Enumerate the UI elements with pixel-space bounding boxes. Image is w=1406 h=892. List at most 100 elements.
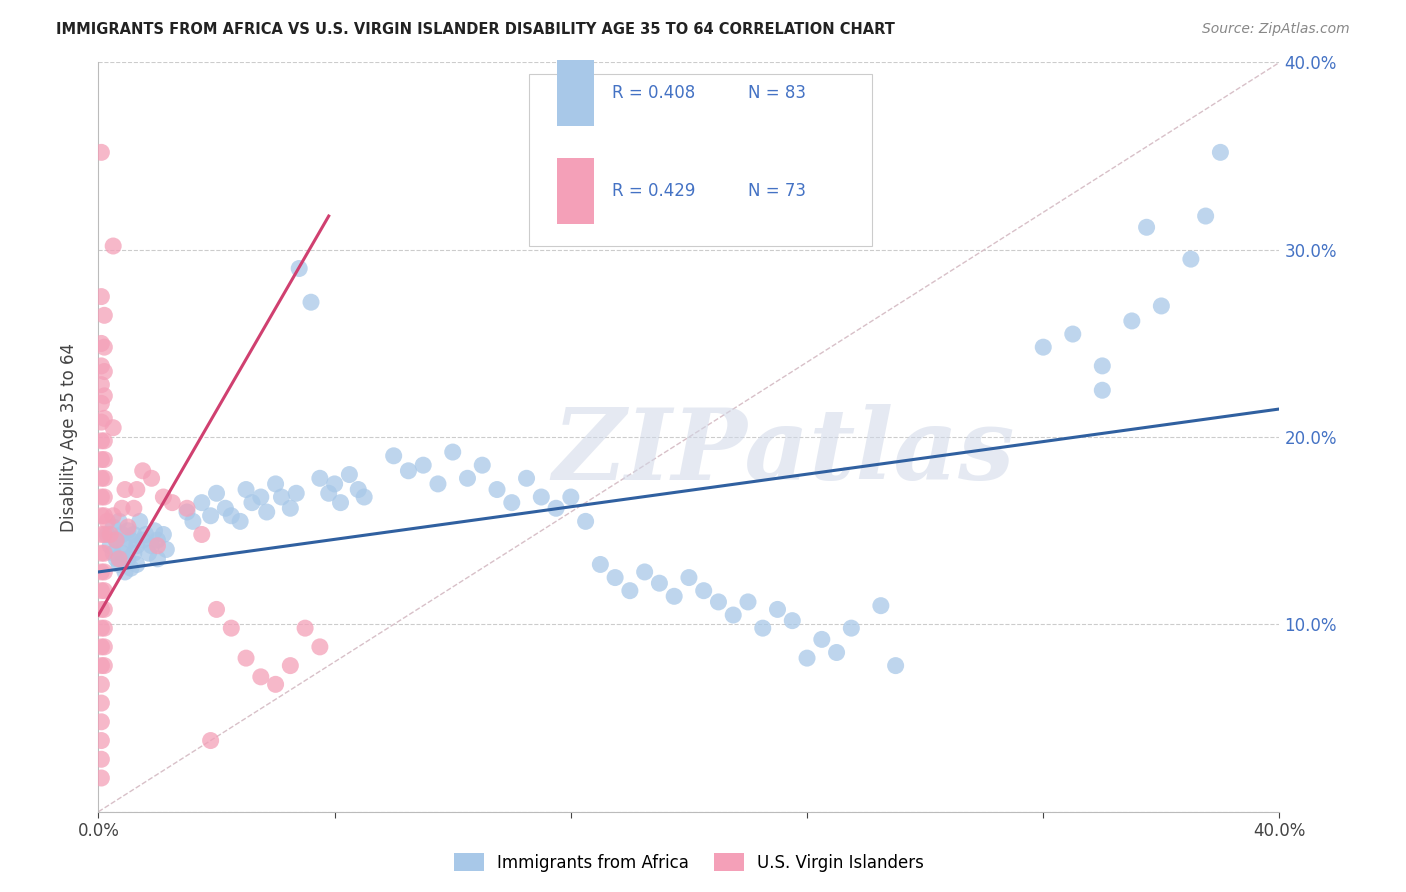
Point (870, 599, 893, 613)
Point (117, 524, 139, 538)
Point (141, 539, 163, 553)
Point (93, 389, 115, 403)
Point (93, 583, 115, 598)
Point (299, 295, 322, 310)
Point (441, 445, 464, 459)
Point (93, 490, 115, 504)
Point (634, 565, 657, 579)
Point (103, 421, 125, 435)
Point (221, 621, 243, 635)
Point (329, 496, 352, 510)
Point (90, 696, 112, 710)
Point (516, 471, 538, 485)
Point (122, 501, 145, 516)
Point (353, 490, 375, 504)
Point (707, 595, 730, 609)
Point (93, 527, 115, 541)
Point (125, 483, 148, 497)
Point (111, 546, 134, 560)
Point (90, 145, 112, 160)
Point (93, 658, 115, 673)
Point (181, 514, 204, 528)
Point (309, 471, 332, 485)
Point (737, 595, 759, 609)
Point (664, 590, 686, 604)
Point (114, 565, 136, 579)
Point (200, 733, 222, 747)
Point (1195, 209, 1218, 223)
Point (132, 533, 155, 547)
Point (117, 551, 139, 566)
Point (105, 533, 128, 547)
Point (382, 449, 405, 463)
Point (200, 508, 222, 523)
Point (96, 527, 118, 541)
Point (90, 434, 112, 448)
Point (339, 467, 361, 482)
Point (90, 508, 112, 523)
Point (1091, 359, 1114, 373)
Point (1121, 314, 1143, 328)
Point (90, 527, 112, 541)
Point (93, 565, 115, 579)
Point (93, 640, 115, 654)
Point (176, 501, 198, 516)
Point (93, 621, 115, 635)
Point (96, 514, 118, 528)
Point (530, 490, 553, 504)
Point (796, 651, 818, 665)
Point (841, 621, 863, 635)
Point (288, 261, 311, 276)
Point (105, 551, 128, 566)
Point (155, 542, 177, 557)
Point (98, 527, 121, 541)
Point (111, 501, 134, 516)
Point (90, 377, 112, 392)
Point (114, 539, 136, 553)
Point (90, 289, 112, 303)
Point (1062, 326, 1084, 341)
Point (122, 527, 145, 541)
Point (90, 490, 112, 504)
Point (90, 752, 112, 766)
Point (280, 501, 302, 516)
Point (138, 546, 160, 560)
Text: N = 73: N = 73 (748, 182, 806, 200)
Text: N = 83: N = 83 (748, 84, 806, 103)
Point (285, 486, 308, 500)
Point (98, 539, 121, 553)
Point (146, 551, 169, 566)
Point (114, 483, 136, 497)
Point (90, 658, 112, 673)
Point (412, 458, 434, 473)
Point (264, 476, 287, 491)
Point (90, 452, 112, 467)
Point (90, 733, 112, 747)
Point (229, 514, 252, 528)
Point (152, 490, 174, 504)
Point (103, 508, 125, 523)
Point (152, 527, 174, 541)
Point (141, 471, 163, 485)
Point (1136, 220, 1159, 235)
Point (162, 496, 183, 510)
Point (782, 614, 804, 628)
Point (108, 551, 131, 566)
Point (90, 602, 112, 616)
Point (135, 527, 157, 541)
Point (146, 539, 169, 553)
Point (270, 490, 292, 504)
Point (766, 602, 789, 616)
Point (1091, 384, 1114, 398)
Point (752, 621, 775, 635)
Text: IMMIGRANTS FROM AFRICA VS U.S. VIRGIN ISLANDER DISABILITY AGE 35 TO 64 CORRELATI: IMMIGRANTS FROM AFRICA VS U.S. VIRGIN IS… (56, 22, 896, 37)
Point (90, 471, 112, 485)
Point (90, 714, 112, 729)
Point (723, 608, 745, 623)
Point (108, 514, 131, 528)
Point (294, 621, 316, 635)
Point (125, 539, 148, 553)
Point (250, 670, 273, 684)
Point (108, 558, 131, 572)
Point (93, 411, 115, 425)
